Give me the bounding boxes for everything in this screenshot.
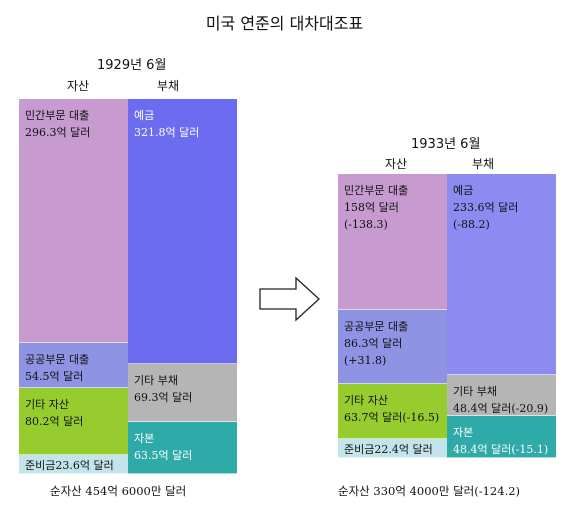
period-label-1929: 1929년 6월 xyxy=(97,58,167,73)
liability-segment-other-liabilities-1933: 기타 부채 48.4억 달러(-20.9) xyxy=(447,374,556,417)
liability-segment-capital-1933: 자본 48.4억 달러(-15.1) xyxy=(447,416,556,458)
asset-segment-reserves-1929: 준비금23.6억 달러 xyxy=(19,454,128,474)
liability-label-capital-1929: 자본 63.5억 달러 xyxy=(134,431,193,462)
asset-label-reserves-1933: 준비금22.4억 달러 (-1.2) xyxy=(344,442,433,456)
asset-segment-private-loans-1929: 민간부문 대출 296.3억 달러 xyxy=(19,98,128,344)
asset-segment-public-loans-1933: 공공부문 대출 86.3억 달러 (+31.8) xyxy=(338,309,447,384)
asset-label-public-loans-1933: 공공부문 대출 86.3억 달러 (+31.8) xyxy=(344,319,409,367)
asset-segment-public-loans-1929: 공공부문 대출 54.5억 달러 xyxy=(19,343,128,389)
liability-segment-capital-1929: 자본 63.5억 달러 xyxy=(128,421,237,474)
liability-segment-deposits-1933: 예금 233.6억 달러 (-88.2) xyxy=(447,173,556,375)
column-header-liabilities-1929: 부채 xyxy=(157,79,180,93)
asset-label-private-loans-1929: 민간부문 대출 296.3억 달러 xyxy=(25,108,91,139)
asset-label-public-loans-1929: 공공부문 대출 54.5억 달러 xyxy=(25,353,90,384)
liability-label-deposits-1929: 예금 321.8억 달러 xyxy=(134,108,200,139)
liability-label-other-liabilities-1933: 기타 부채 48.4억 달러(-20.9) xyxy=(453,384,549,415)
column-header-assets-1933: 자산 xyxy=(385,157,408,171)
liability-segment-other-liabilities-1929: 기타 부채 69.3억 달러 xyxy=(128,364,237,422)
asset-segment-other-assets-1929: 기타 자산 80.2억 달러 xyxy=(19,388,128,455)
total-assets-1929: 순자산 454억 6000만 달러 xyxy=(50,484,187,498)
asset-segment-other-assets-1933: 기타 자산 63.7억 달러(-16.5) xyxy=(338,383,447,439)
liability-segment-deposits-1929: 예금 321.8억 달러 xyxy=(128,98,237,365)
liability-label-capital-1933: 자본 48.4억 달러(-15.1) xyxy=(453,426,549,457)
asset-label-reserves-1929: 준비금23.6억 달러 xyxy=(25,458,114,472)
asset-segment-private-loans-1933: 민간부문 대출 158억 달러 (-138.3) xyxy=(338,173,447,310)
chart-title: 미국 연준의 대차대조표 xyxy=(205,14,364,33)
total-assets-1933: 순자산 330억 4000만 달러(-124.2) xyxy=(338,484,521,498)
asset-label-private-loans-1933: 민간부문 대출 158억 달러 (-138.3) xyxy=(344,183,409,231)
asset-label-other-assets-1929: 기타 자산 80.2억 달러 xyxy=(25,398,84,429)
period-label-1933: 1933년 6월 xyxy=(411,137,481,152)
asset-label-other-assets-1933: 기타 자산 63.7억 달러(-16.5) xyxy=(344,393,440,424)
right-arrow-icon xyxy=(259,276,320,322)
column-header-liabilities-1933: 부채 xyxy=(472,157,495,171)
liability-label-other-liabilities-1929: 기타 부채 69.3억 달러 xyxy=(134,374,193,405)
asset-segment-reserves-1933: 준비금22.4억 달러 (-1.2) xyxy=(338,438,447,458)
liability-label-deposits-1933: 예금 233.6억 달러 (-88.2) xyxy=(453,183,519,231)
column-header-assets-1929: 자산 xyxy=(67,79,90,93)
